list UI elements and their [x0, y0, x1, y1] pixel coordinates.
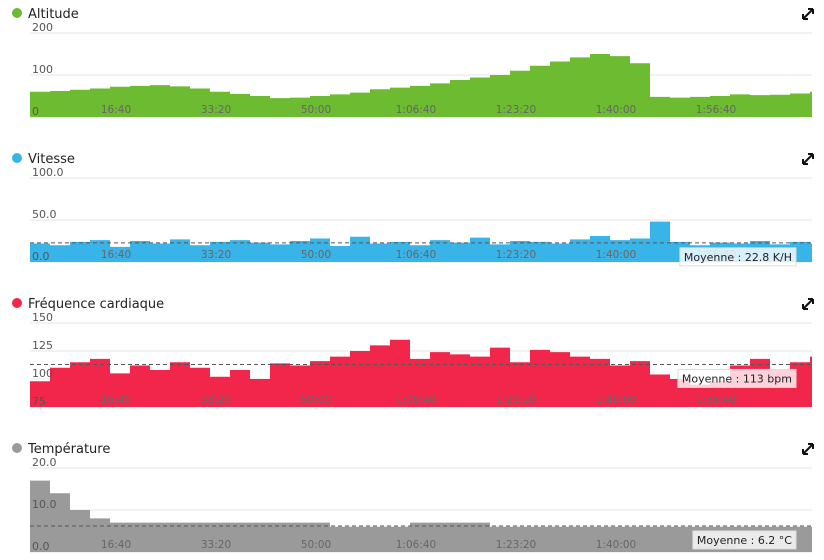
y-tick-label: 0.0: [32, 250, 50, 263]
x-tick-label: 33:20: [201, 394, 231, 406]
x-tick-label: 1:06:40: [396, 539, 436, 551]
chart-title: Vitesse: [28, 152, 75, 167]
expand-icon[interactable]: [802, 153, 814, 165]
chart-title: Fréquence cardiaque: [28, 297, 164, 312]
y-tick-label: 10.0: [32, 498, 57, 511]
average-label: Moyenne : 22.8 K/H: [684, 251, 792, 264]
average-box: [692, 530, 797, 550]
x-tick-label: 1:40:00: [596, 104, 636, 116]
x-tick-label: 16:40: [101, 249, 131, 261]
x-tick-label: 1:23:20: [496, 394, 536, 406]
x-tick-label: 50:00: [301, 539, 331, 551]
y-tick-label: 50.0: [32, 208, 57, 221]
x-tick-label: 1:23:20: [496, 249, 536, 261]
chart-panel: Vitesse 0.0 50.0 100.0 16:40 33:20 50:00 1:06:4…: [12, 152, 812, 267]
legend-dot: [12, 153, 22, 163]
chart-panel: Altitude 0 100 200 16:40 33:20 50:00 1:06:40 1:2…: [12, 7, 812, 118]
average-box: [679, 247, 797, 267]
x-tick-label: 50:00: [301, 249, 331, 261]
legend-dot: [12, 8, 22, 18]
y-tick-label: 100: [32, 63, 53, 76]
y-tick-label: 20.0: [32, 456, 57, 469]
x-tick-label: 1:56:40: [696, 394, 736, 406]
legend-dot: [12, 298, 22, 308]
chart-title: Température: [27, 442, 110, 457]
expand-icons: [802, 8, 814, 455]
area: [30, 221, 812, 262]
y-tick-label: 125: [32, 339, 53, 352]
area: [30, 339, 812, 407]
x-tick-label: 1:40:00: [596, 539, 636, 551]
y-tick-label: 75: [32, 395, 46, 408]
y-tick-label: 100: [32, 367, 53, 380]
x-tick-label: 50:00: [301, 104, 331, 116]
x-tick-label: 1:40:00: [596, 249, 636, 261]
chart-panel: Température 0.0 10.0 20.0 16:40 33:20 50:00 1:0…: [12, 442, 812, 553]
x-tick-label: 33:20: [201, 539, 231, 551]
x-tick-label: 1:23:20: [496, 539, 536, 551]
expand-icon[interactable]: [802, 298, 814, 310]
x-tick-label: 1:06:40: [396, 394, 436, 406]
x-tick-label: 33:20: [201, 104, 231, 116]
chart-panel: Fréquence cardiaque 75 100 125 150 16:40 33:20…: [12, 297, 812, 408]
y-tick-label: 200: [32, 21, 53, 34]
average-label: Moyenne : 6.2 °C: [697, 534, 792, 547]
y-tick-label: 0: [32, 105, 39, 118]
y-tick-label: 150: [32, 311, 53, 324]
average-label: Moyenne : 113 bpm: [682, 372, 792, 385]
chart-title: Altitude: [28, 7, 79, 22]
x-tick-label: 16:40: [101, 104, 131, 116]
x-tick-label: 1:06:40: [396, 104, 436, 116]
y-tick-label: 0.0: [32, 540, 50, 553]
x-tick-label: 1:56:40: [696, 104, 736, 116]
average-box: [677, 368, 797, 388]
x-tick-label: 33:20: [201, 249, 231, 261]
area: [30, 480, 812, 552]
legend-dot: [12, 443, 22, 453]
x-tick-label: 1:40:00: [596, 394, 636, 406]
expand-icon[interactable]: [802, 8, 814, 20]
expand-icon[interactable]: [802, 443, 814, 455]
x-tick-label: 1:06:40: [396, 249, 436, 261]
area: [30, 54, 812, 117]
y-tick-label: 100.0: [32, 166, 64, 179]
x-tick-label: 16:40: [101, 394, 131, 406]
x-tick-label: 16:40: [101, 539, 131, 551]
x-tick-label: 50:00: [301, 394, 331, 406]
x-tick-label: 1:23:20: [496, 104, 536, 116]
